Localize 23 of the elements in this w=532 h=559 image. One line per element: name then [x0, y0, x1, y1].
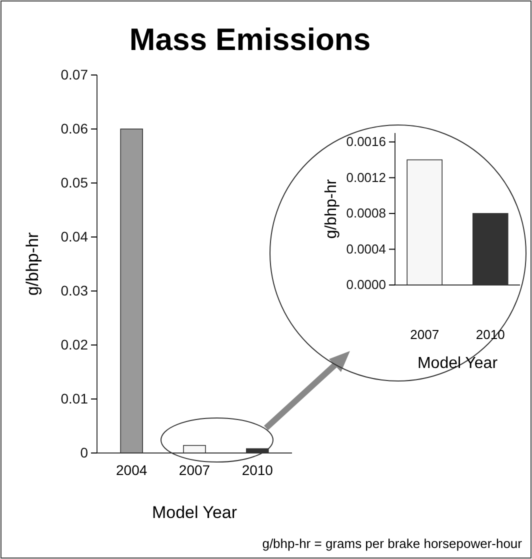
x-tick-label: 2007: [410, 327, 440, 342]
y-tick-label: 0.01: [60, 390, 88, 406]
y-tick-label: 0.0016: [346, 134, 386, 150]
y-tick-label: 0: [80, 444, 88, 460]
y-tick-label: 0.0008: [346, 206, 386, 221]
x-axis-title: Model Year: [152, 503, 238, 522]
y-tick-label: 0.04: [60, 228, 88, 244]
y-axis-title: g/bhp-hr: [23, 232, 42, 296]
x-tick-label: 2010: [242, 462, 274, 478]
y-tick-label: 0.06: [60, 120, 88, 136]
x-tick-label: 2004: [116, 462, 148, 478]
x-axis-title: Model Year: [417, 355, 498, 372]
y-tick-label: 0.05: [60, 174, 88, 190]
text: g/bhp-hr = grams per brake horsepower-hour: [262, 536, 523, 551]
x-tick-label: 2007: [178, 462, 210, 478]
y-tick-label: 0.0000: [346, 277, 386, 292]
y-tick-label: 0.0012: [346, 170, 386, 185]
chart-title: Mass Emissions: [129, 22, 371, 57]
y-tick-label: 0.0004: [346, 241, 386, 256]
y-tick-label: 0.02: [60, 336, 88, 352]
y-tick-label: 0.03: [60, 282, 88, 298]
y-axis-title: g/bhp-hr: [323, 178, 340, 239]
y-tick-label: 0.07: [60, 66, 88, 82]
